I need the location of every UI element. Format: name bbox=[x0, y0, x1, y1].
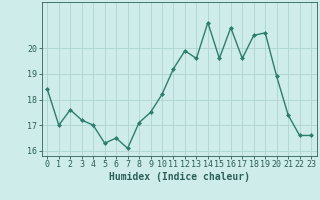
X-axis label: Humidex (Indice chaleur): Humidex (Indice chaleur) bbox=[109, 172, 250, 182]
